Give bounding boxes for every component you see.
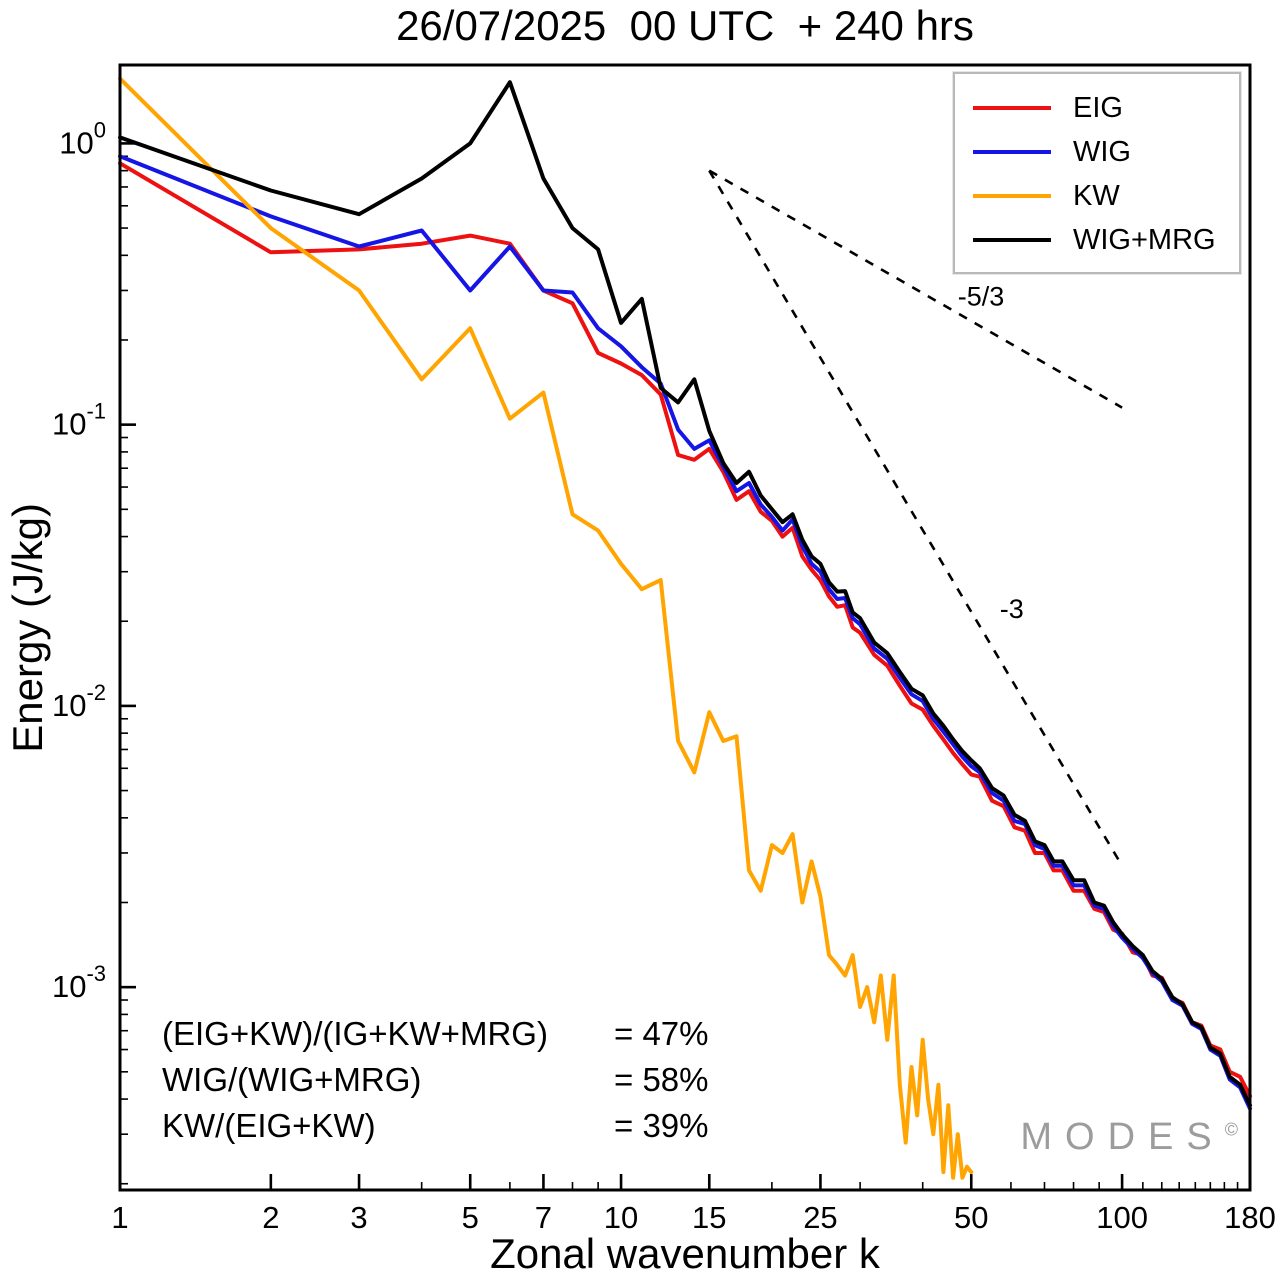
y-axis-label: Energy (J/kg) (4, 502, 51, 753)
annotation-value: = 47% (614, 1015, 709, 1052)
plot-title: 26/07/2025 00 UTC + 240 hrs (396, 2, 974, 49)
x-axis-label: Zonal wavenumber k (490, 1230, 880, 1277)
y-tick-label: 10-1 (52, 399, 106, 442)
x-tick-label: 2 (262, 1200, 279, 1235)
annotation-value: = 58% (614, 1061, 709, 1098)
legend-line-swatch (973, 106, 1051, 110)
legend-item-EIG: EIG (955, 86, 1239, 130)
legend-item-WIG+MRG: WIG+MRG (955, 218, 1239, 262)
plot-frame (118, 63, 1252, 1192)
stats-annotations: (EIG+KW)/(IG+KW+MRG) = 47% WIG/(WIG+MRG) = … (162, 1014, 709, 1146)
slope-guide-label: -5/3 (958, 282, 1005, 312)
x-tick-label: 180 (1224, 1200, 1276, 1235)
legend: EIG WIG KW WIG+MRG (953, 72, 1241, 274)
x-tick-label: 25 (803, 1200, 837, 1235)
series-KW (118, 76, 974, 1180)
legend-line-swatch (973, 150, 1051, 154)
x-tick-label: 15 (692, 1200, 726, 1235)
x-tick-label: 5 (462, 1200, 479, 1235)
slope-guide-label: -3 (1000, 594, 1024, 624)
series-EIG (118, 161, 1252, 1099)
legend-item-KW: KW (955, 174, 1239, 218)
slope-guide (708, 169, 1123, 409)
series-WIG+MRG (118, 80, 1252, 1108)
annotation-formula: WIG/(WIG+MRG) (162, 1061, 422, 1098)
legend-line-swatch (973, 194, 1051, 198)
x-tick-label: 50 (954, 1200, 988, 1235)
legend-line-swatch (973, 238, 1051, 242)
annotation-value: = 39% (614, 1107, 709, 1144)
annotation-formula: KW/(EIG+KW) (162, 1107, 376, 1144)
series-WIG (118, 154, 1252, 1111)
y-tick-label: 100 (59, 117, 106, 160)
modes-watermark: MODES© (1020, 1116, 1240, 1159)
y-tick-label: 10-2 (52, 680, 106, 723)
x-tick-label: 7 (535, 1200, 552, 1235)
legend-label: WIG (1073, 135, 1131, 168)
legend-label: WIG+MRG (1073, 223, 1216, 256)
annotation-formula: (EIG+KW)/(IG+KW+MRG) (162, 1015, 548, 1052)
legend-label: KW (1073, 179, 1120, 212)
x-tick-label: 1 (111, 1200, 128, 1235)
y-axis-label-wrap: Energy (J/kg) (4, 65, 52, 1190)
legend-item-WIG: WIG (955, 130, 1239, 174)
modes-watermark-text: MODES (1020, 1116, 1225, 1158)
x-tick-label: 10 (604, 1200, 638, 1235)
y-tick-label: 10-3 (52, 961, 106, 1004)
copyright-icon: © (1224, 1119, 1240, 1140)
legend-label: EIG (1073, 91, 1123, 124)
x-tick-label: 3 (350, 1200, 367, 1235)
x-tick-label: 100 (1096, 1200, 1148, 1235)
slope-guide (708, 169, 1124, 867)
